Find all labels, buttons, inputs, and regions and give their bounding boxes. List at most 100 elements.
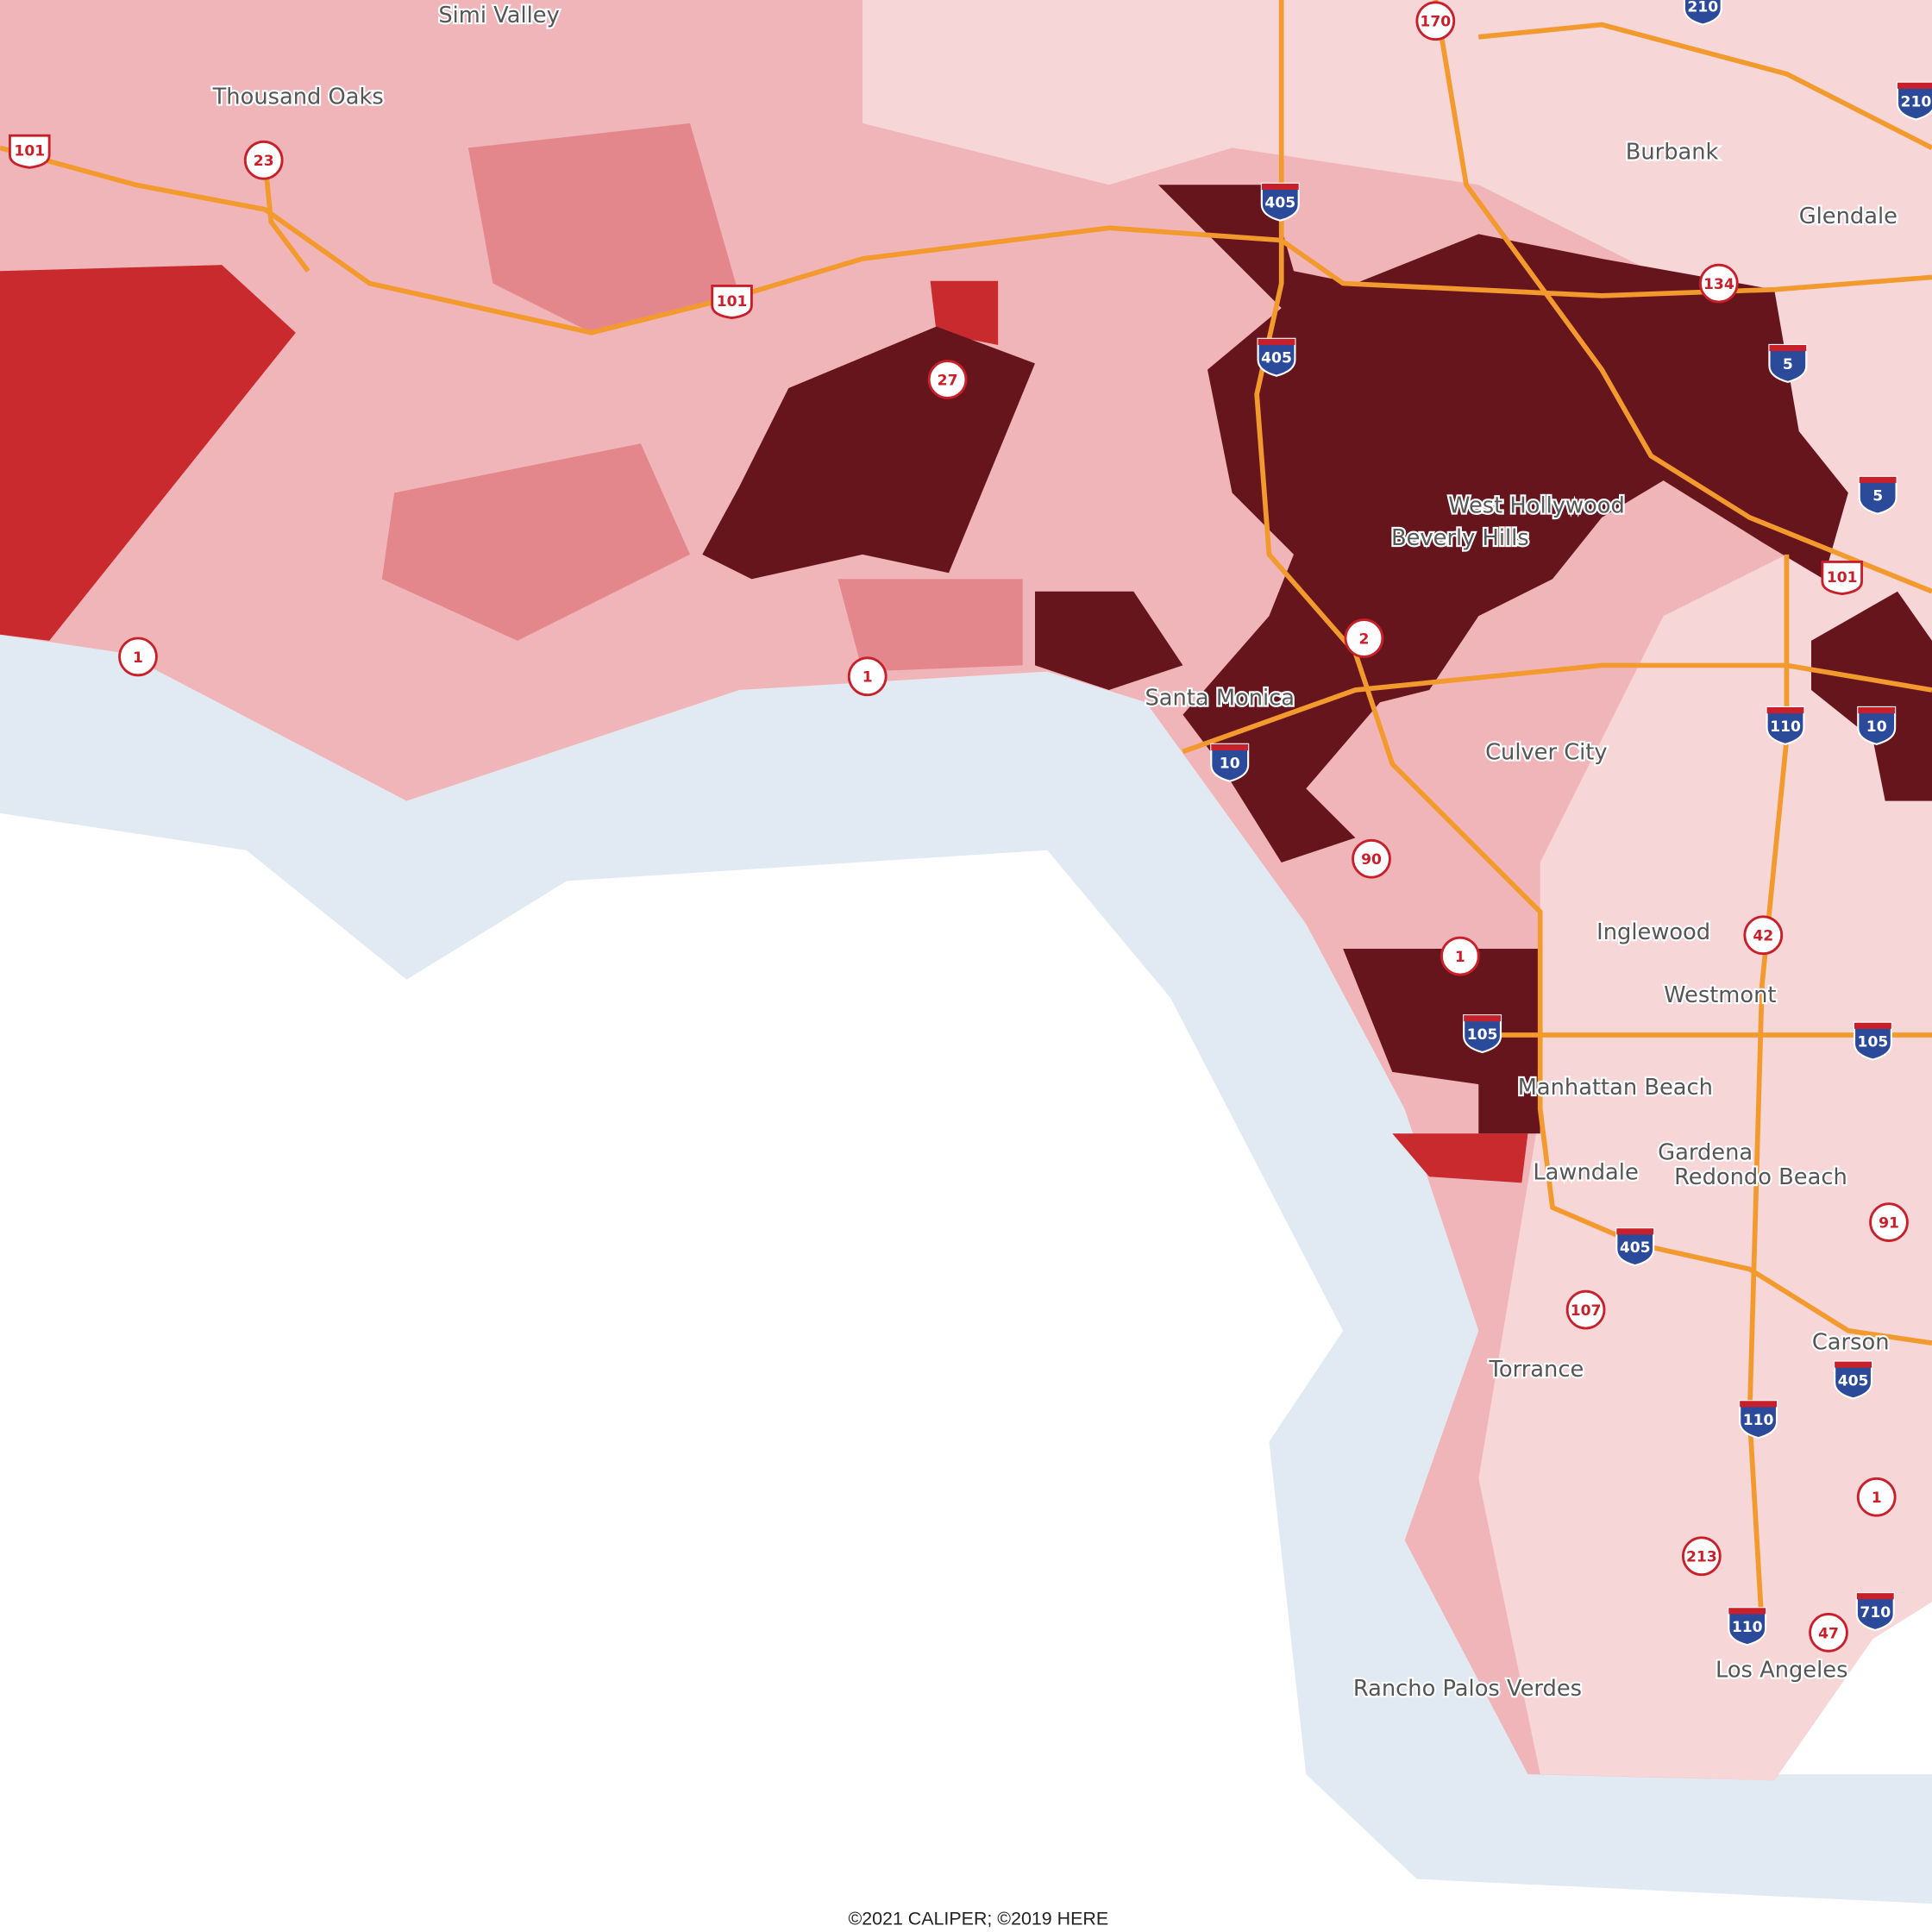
shield-label: 107 [1571,1302,1602,1320]
shield-body [1855,1592,1895,1632]
place-label: Rancho Palos Verdes [1353,1676,1582,1702]
place-label: Glendale [1799,204,1898,229]
state-shield: 27 [927,360,968,399]
shield-body [1344,618,1384,658]
interstate-shield: 10 [1210,743,1250,782]
shield-top [1858,707,1896,714]
shield-label: 5 [1872,488,1883,505]
place-label: Burbank [1626,140,1719,166]
shield-label: 1 [862,669,873,687]
shield-body [1809,1613,1848,1653]
shield-top [1616,1228,1654,1235]
shield-body [1857,706,1897,745]
shield-body [1766,706,1805,745]
shield-body [1415,1,1456,41]
state-shield: 90 [1352,838,1391,879]
shield-top [1211,743,1249,750]
state-shield: 170 [1415,1,1456,41]
place-label: Inglewood [1596,919,1710,945]
shield-top [1740,1401,1777,1408]
shield-body [1743,915,1784,956]
state-shield: 213 [1682,1536,1722,1577]
shield-label: 170 [1420,14,1451,31]
shield-label: 23 [254,153,274,170]
interstate-shield: 5 [1858,475,1898,515]
state-shield: 47 [1809,1613,1848,1653]
shield-label: 90 [1361,851,1382,869]
place-label: Redondo Beach [1674,1164,1847,1190]
shield-label: 210 [1687,0,1718,16]
interstate-shield: 110 [1728,1607,1767,1647]
shield-label: 405 [1264,195,1295,212]
shield-body [1739,1400,1778,1440]
state-shield: 42 [1743,915,1784,956]
state-shield: 1 [1440,936,1480,976]
shield-label: 405 [1620,1239,1651,1257]
shield-top [1856,1593,1894,1600]
area-red [0,265,1528,1183]
shield-label: 27 [938,372,958,389]
shield-body [1257,337,1296,377]
place-label: Culver City [1485,739,1608,765]
interstate-shield: 405 [1834,1360,1873,1400]
shield-top [1464,1015,1501,1022]
shield-body [1896,81,1932,121]
shield-label: 47 [1818,1625,1839,1642]
urban-light [862,0,1932,1781]
shield-top [1854,1022,1891,1029]
shield-body [9,134,51,169]
shield-label: 213 [1686,1549,1717,1566]
shield-label: 42 [1753,928,1773,945]
place-label: Simi Valley [438,3,559,28]
shield-body [927,360,968,399]
shield-top [1769,345,1807,352]
interstate-shield: 405 [1257,337,1296,377]
place-label: Torrance [1489,1357,1584,1383]
shield-body [1728,1607,1767,1647]
shield-label: 110 [1770,718,1801,736]
us-shield: 101 [1821,561,1863,596]
shield-label: 105 [1467,1026,1498,1044]
shield-label: 101 [1827,569,1858,586]
shield-body [711,285,753,320]
shield-label: 10 [1866,718,1887,736]
shield-label: 1 [1872,1490,1882,1507]
shield-body [118,637,158,677]
place-label: Thousand Oaks [212,84,384,110]
place-label: Santa Monica [1145,685,1295,711]
interstate-shield: 105 [1853,1021,1892,1061]
shield-top [1258,338,1295,345]
interstate-shield: 110 [1739,1400,1778,1440]
shield-body [847,656,888,697]
us-shield: 101 [9,134,51,169]
interstate-shield: 210 [1683,0,1722,26]
shield-label: 101 [717,293,748,310]
state-shield: 107 [1565,1289,1606,1330]
shield-top [1261,183,1299,190]
shield-label: 10 [1220,756,1240,773]
interstate-shield: 5 [1768,343,1808,383]
shield-label: 105 [1858,1034,1889,1051]
interstate-shield: 710 [1855,1592,1895,1632]
us-shield: 101 [711,285,753,320]
place-label: Los Angeles [1716,1658,1848,1684]
shield-label: 210 [1901,94,1932,111]
place-label: Manhattan Beach [1518,1075,1713,1101]
state-shield: 23 [243,140,284,180]
shield-label: 110 [1732,1619,1763,1636]
credit: ©2021 CALIPER; ©2019 HERE [848,1908,1108,1929]
shield-top [1898,82,1932,89]
interstate-shield: 405 [1615,1227,1655,1267]
area-dark [702,185,1932,1134]
shield-body [1463,1014,1502,1054]
shield-label: 134 [1703,276,1734,293]
area-medium [381,122,1023,672]
shield-label: 405 [1261,350,1292,367]
shield-top [1835,1361,1872,1368]
place-label: West Hollywood [1448,493,1625,519]
state-shield: 91 [1869,1202,1909,1242]
shield-top [1766,707,1804,714]
shield-body [1682,1536,1722,1577]
shield-body [1858,475,1898,515]
shield-body [1210,743,1250,782]
